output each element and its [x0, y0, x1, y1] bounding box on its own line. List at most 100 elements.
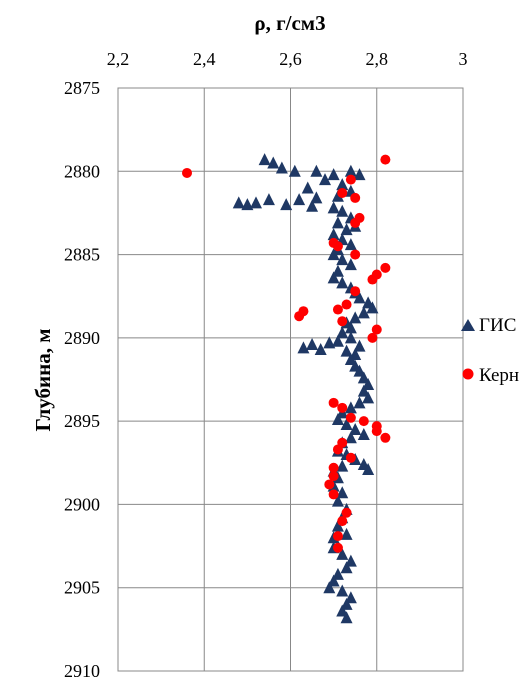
gis-point: [331, 189, 344, 202]
plot-area-border: [117, 87, 464, 672]
kern-point: [328, 462, 339, 473]
kern-point: [367, 274, 378, 285]
gis-point: [310, 164, 323, 177]
gis-point: [340, 561, 353, 574]
gis-point: [344, 331, 357, 344]
gis-point: [340, 417, 353, 430]
gis-point: [344, 321, 357, 334]
kern-point: [328, 489, 339, 500]
gis-point: [327, 248, 340, 261]
kern-point: [358, 416, 369, 427]
gis-point: [336, 584, 349, 597]
gis-point: [280, 198, 293, 211]
gis-point: [344, 401, 357, 414]
kern-point: [337, 516, 348, 527]
kern-point: [341, 507, 352, 518]
gis-point: [340, 344, 353, 357]
gis-point: [353, 364, 366, 377]
gis-point: [331, 412, 344, 425]
gis-point: [327, 168, 340, 181]
kern-point: [324, 479, 335, 490]
gis-point: [297, 341, 310, 354]
kern-point: [350, 286, 361, 297]
y-tick-labels: 2875 2880 2885 2890 2895 2900 2905 2910: [64, 78, 100, 679]
gis-point: [250, 196, 262, 209]
gis-point: [353, 291, 366, 304]
x-tick-labels: 2,2 2,4 2,6 2,8 3: [107, 49, 468, 69]
kern-point: [337, 187, 348, 198]
gis-point: [293, 193, 306, 206]
gis-point: [331, 216, 344, 229]
kern-point: [337, 316, 348, 327]
gis-point: [319, 173, 331, 186]
gis-point: [241, 198, 254, 211]
y-tick-label: 2910: [64, 661, 100, 679]
gis-point: [327, 201, 340, 214]
gis-point: [357, 384, 370, 397]
kern-point: [182, 167, 192, 178]
gis-point: [331, 494, 344, 507]
gis-point: [349, 422, 362, 435]
gis-point: [357, 371, 370, 384]
gis-point: [336, 253, 349, 266]
gis-point: [314, 343, 327, 356]
x-tick-label: 2,2: [107, 49, 130, 69]
gis-point: [366, 301, 379, 314]
kern-point: [371, 426, 382, 437]
gis-point: [262, 193, 275, 206]
series-kern: [182, 154, 391, 553]
gis-point: [310, 191, 323, 204]
kern-point: [337, 402, 348, 413]
gis-point: [353, 339, 366, 352]
gis-point: [344, 554, 357, 567]
gis-point: [323, 581, 336, 594]
gis-point: [357, 427, 370, 440]
legend-marker-kern: [462, 368, 474, 380]
kern-point: [332, 241, 343, 252]
gis-point: [349, 311, 362, 324]
gis-point: [362, 391, 375, 404]
x-tick-label: 2,8: [366, 49, 389, 69]
gis-point: [331, 334, 344, 347]
kern-point: [371, 324, 382, 335]
kern-point: [345, 412, 356, 423]
kern-point: [380, 432, 391, 443]
gis-point: [288, 164, 301, 177]
kern-point: [367, 332, 378, 343]
gis-point: [306, 199, 319, 212]
kern-point: [294, 311, 305, 322]
gis-point: [340, 611, 353, 624]
y-tick-label: 2890: [64, 328, 100, 348]
gis-point: [336, 459, 349, 472]
gis-point: [336, 547, 349, 560]
y-tick-label: 2885: [64, 245, 100, 265]
kern-point: [380, 262, 391, 273]
kern-point: [332, 531, 343, 542]
gis-point: [323, 336, 336, 349]
kern-point: [350, 192, 361, 203]
gis-point: [331, 264, 344, 277]
legend: ГИС Керн: [461, 315, 519, 386]
gis-point: [344, 431, 357, 444]
kern-point: [350, 249, 361, 260]
gis-point: [232, 196, 245, 209]
gis-point: [336, 204, 349, 217]
gis-point: [344, 353, 357, 366]
kern-point: [332, 542, 343, 553]
gis-point: [340, 223, 353, 236]
gis-point: [301, 181, 314, 194]
gis-point: [267, 156, 280, 169]
gis-point: [362, 377, 375, 390]
kern-point: [328, 397, 339, 408]
gis-point: [357, 306, 370, 319]
gis-point: [327, 228, 340, 241]
gis-point: [331, 567, 344, 580]
gis-point: [258, 153, 271, 166]
gis-point: [336, 604, 349, 617]
kern-point: [332, 444, 343, 455]
y-axis-label: Глубина, м: [31, 328, 55, 431]
gis-point: [344, 164, 357, 177]
legend-label-gis: ГИС: [479, 315, 516, 336]
chart-title: ρ, г/см3: [254, 11, 325, 35]
gis-point: [344, 238, 357, 251]
